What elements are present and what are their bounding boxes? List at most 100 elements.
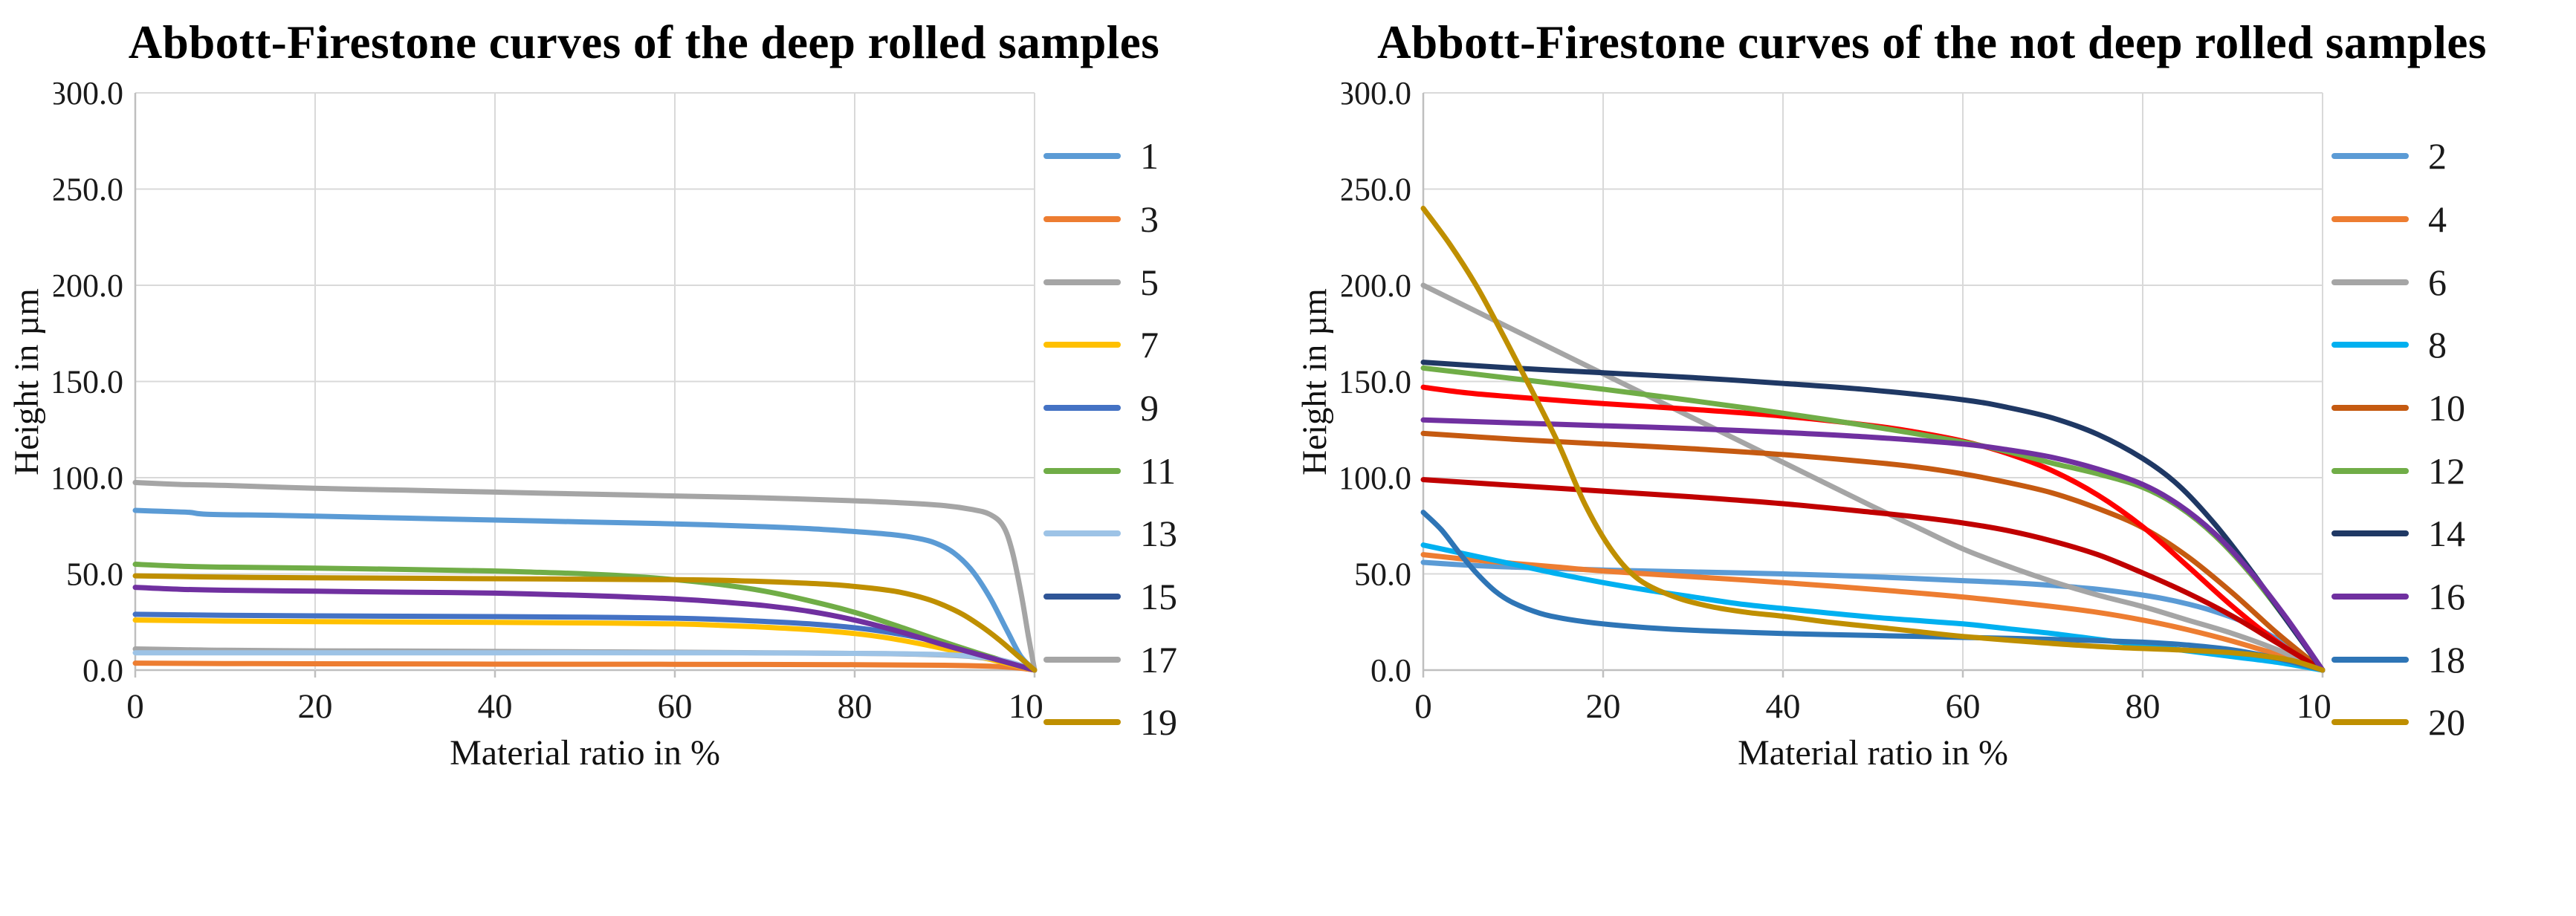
legend-item-7: 7 xyxy=(1043,326,1266,363)
legend-swatch xyxy=(1043,467,1121,474)
legend-swatch xyxy=(2331,467,2409,474)
y-axis-title-wrap: Height in µm xyxy=(1288,79,1342,737)
legend-not-deep-rolled: 2 4 6 8 10 12 14 16 18 20 xyxy=(2331,137,2554,741)
legend-item-2: 2 xyxy=(2331,137,2554,175)
curve-sample-17 xyxy=(132,480,1038,673)
legend-label: 19 xyxy=(1140,701,1177,744)
y-tick-label: 250.0 xyxy=(54,172,123,208)
legend-swatch xyxy=(1043,719,1121,726)
y-tick-label: 200.0 xyxy=(1342,267,1411,304)
curve-sample-10 xyxy=(1420,431,2326,673)
x-tick-labels: 0 20 40 60 80 100 xyxy=(1414,687,2330,726)
y-tick-label: 0.0 xyxy=(1370,652,1411,689)
legend-label: 11 xyxy=(1140,449,1177,492)
legend-item-12: 12 xyxy=(2331,452,2554,490)
chart-row: Height in µm 0.0 50.0 100.0 150.0 200.0 250.0… xyxy=(1288,79,2576,773)
x-tick-label: 60 xyxy=(1946,687,1981,726)
chart-title-not-deep-rolled: Abbott-Firestone curves of the not deep … xyxy=(1377,16,2487,68)
legend-item-19: 19 xyxy=(1043,704,1266,741)
legend-label: 8 xyxy=(2428,324,2447,366)
x-tick-label: 80 xyxy=(838,687,873,726)
legend-label: 16 xyxy=(2428,575,2465,617)
legend-swatch xyxy=(2331,719,2409,726)
legend-label: 12 xyxy=(2428,449,2465,492)
y-tick-labels: 0.0 50.0 100.0 150.0 200.0 250.0 300.0 xyxy=(54,79,123,689)
curve-sample-15 xyxy=(132,585,1038,673)
legend-label: 3 xyxy=(1140,198,1159,240)
legend-label: 7 xyxy=(1140,324,1159,366)
legend-swatch xyxy=(1043,593,1121,600)
legend-item-14: 14 xyxy=(2331,515,2554,552)
legend-item-3: 3 xyxy=(1043,201,1266,238)
legend-label: 15 xyxy=(1140,575,1177,617)
legend-swatch xyxy=(2331,404,2409,411)
legend-item-16: 16 xyxy=(2331,578,2554,615)
legend-swatch xyxy=(2331,656,2409,663)
x-tick-label: 100 xyxy=(2297,687,2330,726)
legend-swatch xyxy=(1043,279,1121,285)
legend-label: 2 xyxy=(2428,135,2447,178)
y-axis-title: Height in µm xyxy=(7,288,46,476)
legend-item-20: 20 xyxy=(2331,704,2554,741)
y-tick-label: 250.0 xyxy=(1342,172,1411,208)
legend-swatch xyxy=(1043,342,1121,348)
y-tick-label: 100.0 xyxy=(1342,460,1411,496)
chart-row: Height in µm 0.0 50.0 100.0 150.0 200.0 250.0… xyxy=(0,79,1288,773)
curve-sample-14 xyxy=(1420,360,2326,673)
legend-item-4: 4 xyxy=(2331,201,2554,238)
legend-swatch xyxy=(2331,153,2409,160)
x-tick-label: 100 xyxy=(1009,687,1042,726)
legend-swatch xyxy=(1043,656,1121,663)
curve-sample-7 xyxy=(132,617,1038,673)
plot-area-not-deep-rolled: 0.0 50.0 100.0 150.0 200.0 250.0 300.0 0 20 40 60 8… xyxy=(1342,79,2330,726)
plot-column: 0.0 50.0 100.0 150.0 200.0 250.0 300.0 0 20 40 60 8… xyxy=(54,79,1042,773)
plot-column: 0.0 50.0 100.0 150.0 200.0 250.0 300.0 0 20 40 60 8… xyxy=(1342,79,2330,773)
legend-swatch xyxy=(2331,593,2409,600)
curve-sample-20 xyxy=(1420,206,2326,673)
legend-swatch xyxy=(1043,153,1121,160)
x-tick-label: 60 xyxy=(658,687,693,726)
legend-item-6: 6 xyxy=(2331,264,2554,301)
legend-item-17: 17 xyxy=(1043,641,1266,678)
legend-item-5: 5 xyxy=(1043,264,1266,301)
chart-panel-deep-rolled: Abbott-Firestone curves of the deep roll… xyxy=(0,16,1288,773)
legend-label: 18 xyxy=(2428,638,2465,680)
curves xyxy=(132,480,1038,673)
legend-item-15: 15 xyxy=(1043,578,1266,615)
y-tick-label: 200.0 xyxy=(54,267,123,304)
y-tick-labels: 0.0 50.0 100.0 150.0 200.0 250.0 300.0 xyxy=(1342,79,1411,689)
curve-sample-11 xyxy=(132,562,1038,673)
legend-label: 5 xyxy=(1140,261,1159,303)
curve-sample-1 xyxy=(132,507,1038,673)
y-tick-label: 50.0 xyxy=(1354,556,1411,593)
y-tick-label: 0.0 xyxy=(82,652,123,689)
legend-item-13: 13 xyxy=(1043,515,1266,552)
x-tick-label: 80 xyxy=(2126,687,2161,726)
x-tick-label: 20 xyxy=(298,687,333,726)
legend-label: 6 xyxy=(2428,261,2447,303)
chart-panel-not-deep-rolled: Abbott-Firestone curves of the not deep … xyxy=(1288,0,2576,916)
chart-title-deep-rolled: Abbott-Firestone curves of the deep roll… xyxy=(128,16,1160,68)
x-axis-title: Material ratio in % xyxy=(1738,733,2008,773)
legend-swatch xyxy=(2331,216,2409,222)
legend-label: 1 xyxy=(1140,135,1159,178)
legend-label: 13 xyxy=(1140,513,1177,555)
legend-swatch xyxy=(1043,530,1121,537)
legend-item-11: 11 xyxy=(1043,452,1266,490)
legend-item-1: 1 xyxy=(1043,137,1266,175)
x-tick-label: 0 xyxy=(126,687,144,726)
x-axis-title: Material ratio in % xyxy=(450,733,720,773)
legend-item-8: 8 xyxy=(2331,326,2554,363)
y-tick-label: 150.0 xyxy=(1342,364,1411,400)
gridlines xyxy=(134,92,1036,678)
legend-label: 20 xyxy=(2428,701,2465,744)
y-tick-label: 300.0 xyxy=(1342,79,1411,111)
y-axis-title-wrap: Height in µm xyxy=(0,79,54,737)
legend-label: 10 xyxy=(2428,386,2465,429)
legend-label: 4 xyxy=(2428,198,2447,240)
curve-sample-3 xyxy=(132,660,1038,673)
y-axis-title: Height in µm xyxy=(1295,288,1334,476)
legend-item-10: 10 xyxy=(2331,389,2554,426)
x-tick-label: 40 xyxy=(478,687,513,726)
legend-deep-rolled: 1 3 5 7 9 11 13 15 17 19 xyxy=(1043,137,1266,741)
